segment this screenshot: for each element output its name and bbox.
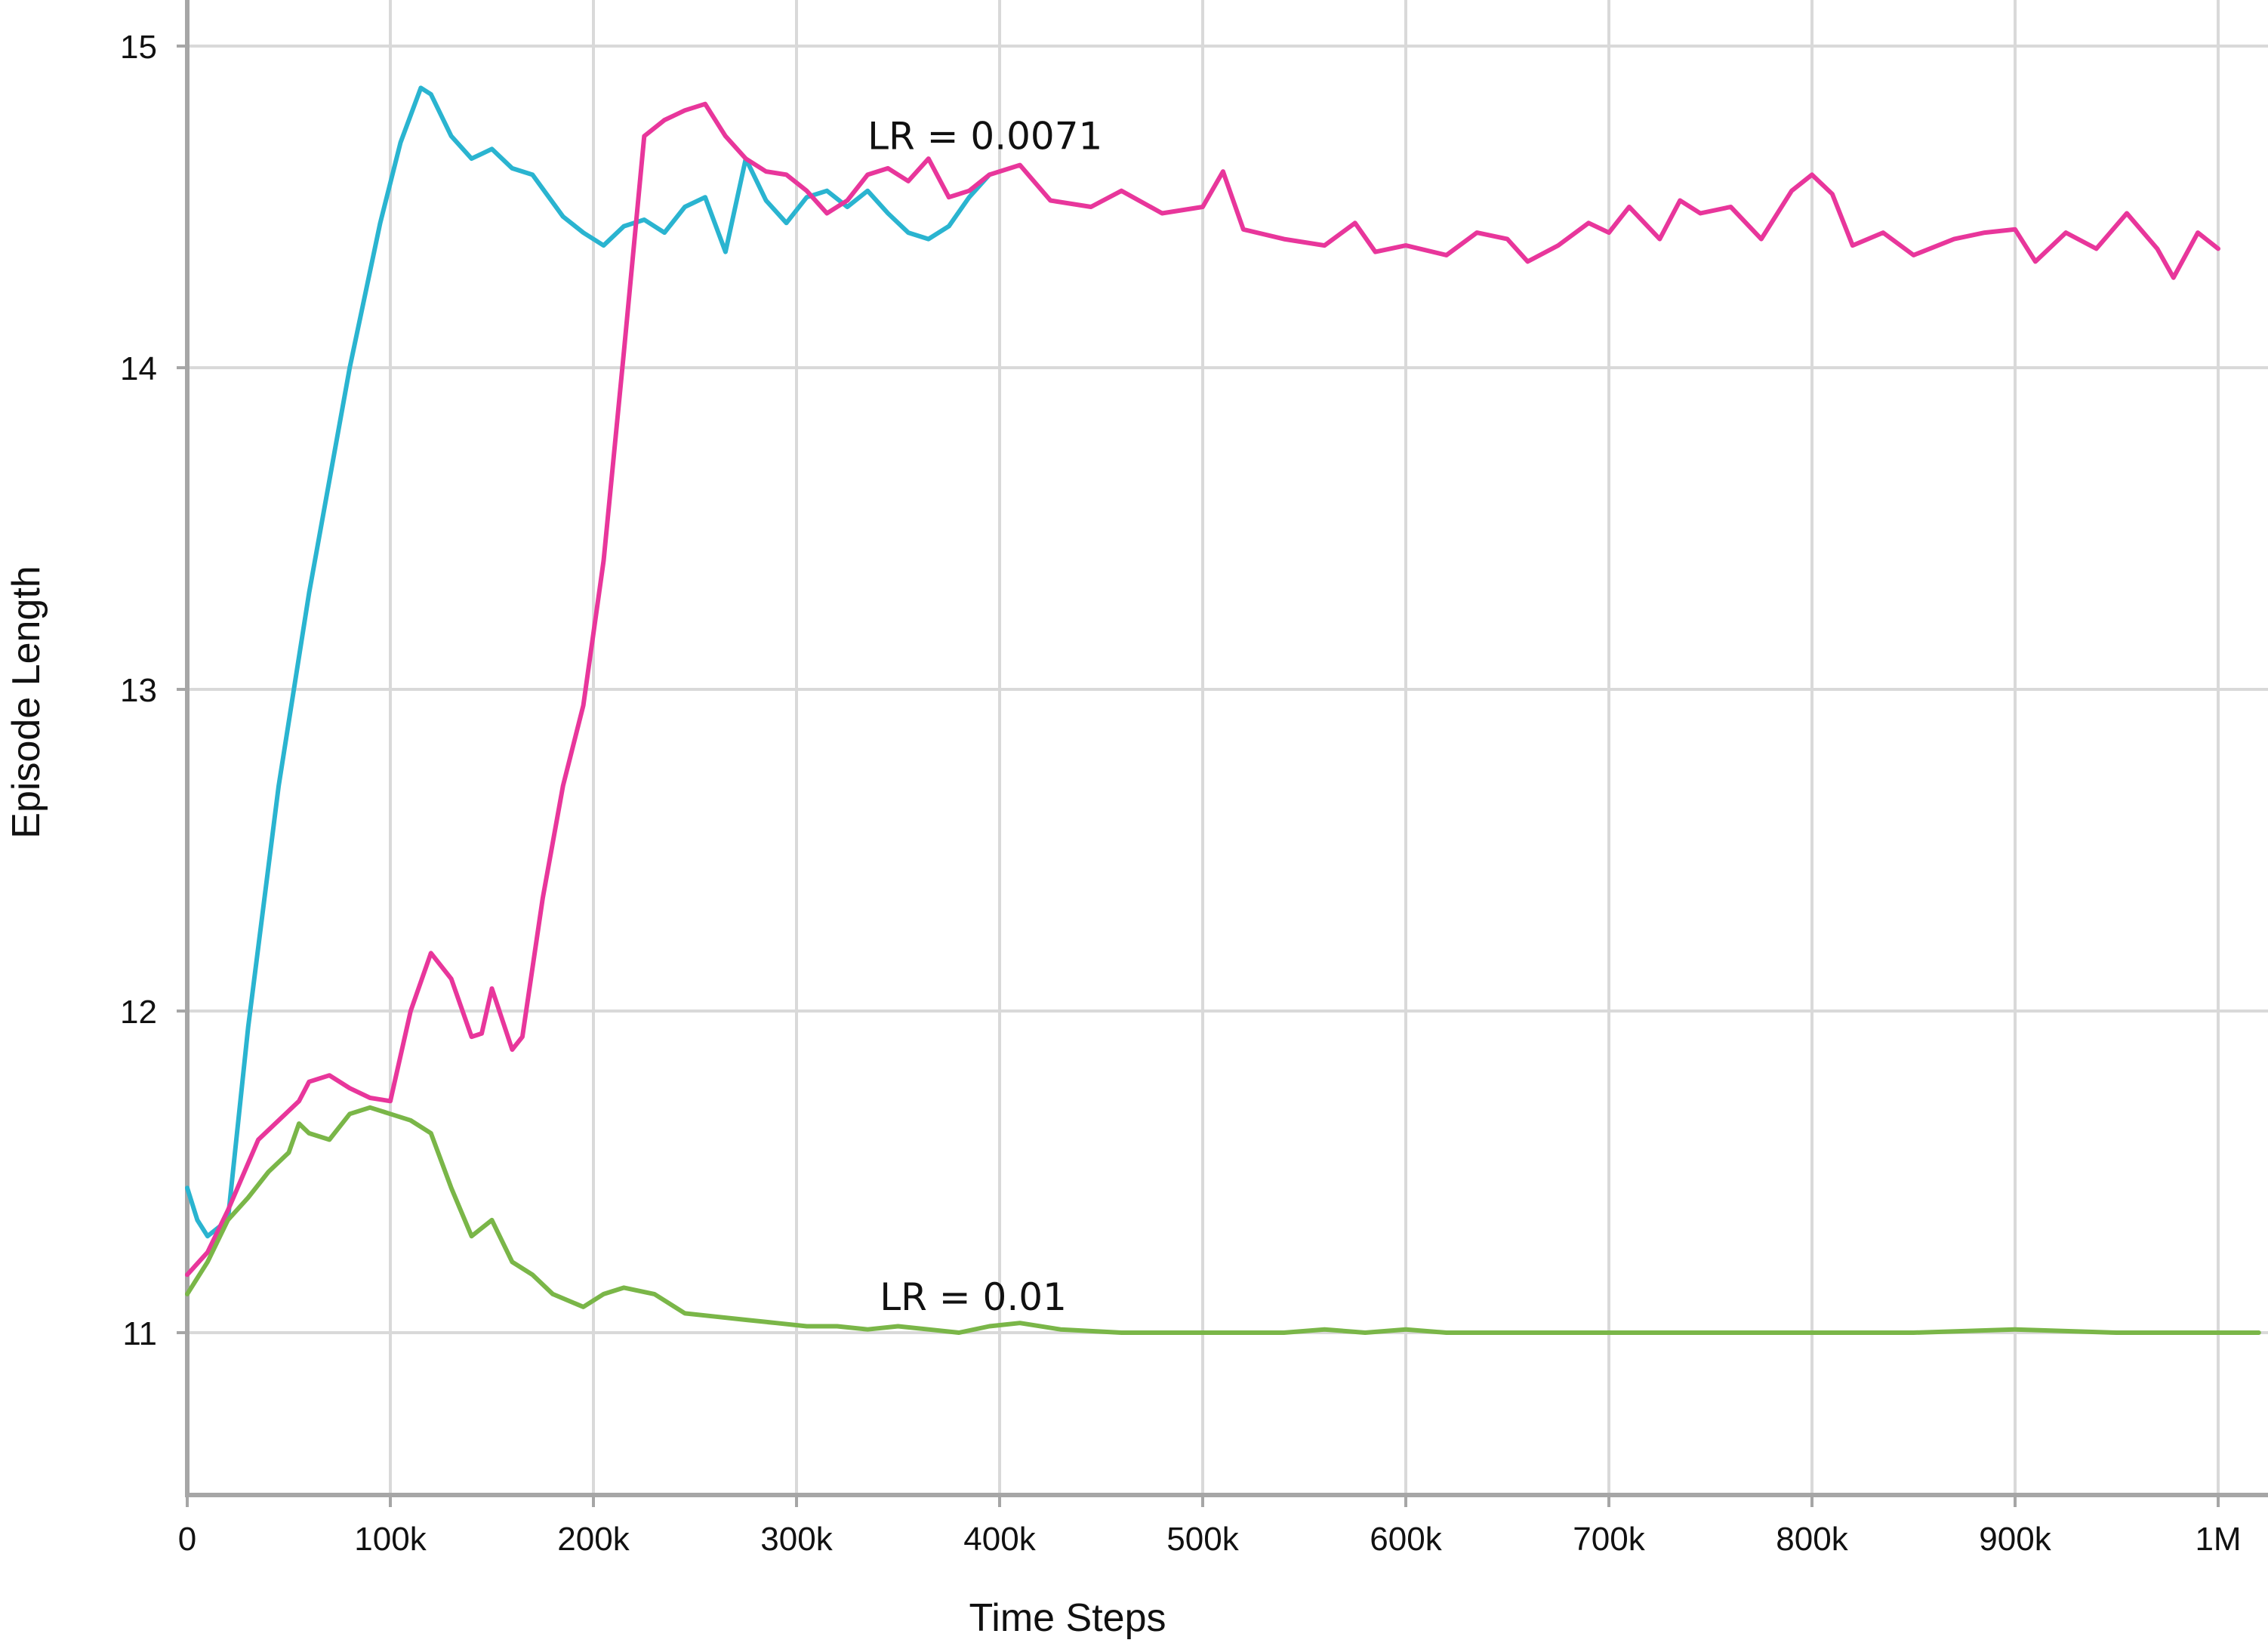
annotation-label: LR = 0.0071 [867,114,1102,158]
y-tick-label: 15 [120,29,157,66]
annotation-label: LR = 0.01 [880,1275,1067,1319]
x-tick-label: 200k [557,1521,630,1558]
grid [187,0,2268,1495]
x-tick-label: 400k [963,1521,1036,1558]
x-tick-label: 600k [1370,1521,1442,1558]
y-tick-label: 11 [122,1315,157,1352]
x-tick-label: 900k [1979,1521,2051,1558]
x-tick-label: 1M [2195,1521,2241,1558]
y-tick-label: 13 [120,672,157,709]
annotations: LR = 0.0071 LR = 0.01 [867,114,1102,1319]
x-tick-label: 0 [178,1521,196,1558]
x-tick-label: 500k [1166,1521,1239,1558]
x-tick-label: 300k [760,1521,833,1558]
y-axis-title: Episode Length [5,566,48,838]
y-tick-label: 14 [120,350,157,387]
x-axis-title: Time Steps [969,1596,1166,1640]
series-line [185,85,992,1239]
series-line [185,101,2220,1278]
x-tick-label: 700k [1573,1521,1645,1558]
tick-labels: 0 100k 200k 300k 400k 500k 600k 700k 800k 900k 1M 1… [120,29,2242,1558]
y-tick-label: 12 [120,994,157,1031]
x-tick-label: 800k [1776,1521,1848,1558]
series-line [185,1105,2261,1335]
x-tick-label: 100k [354,1521,427,1558]
plot-area [185,85,2261,1335]
